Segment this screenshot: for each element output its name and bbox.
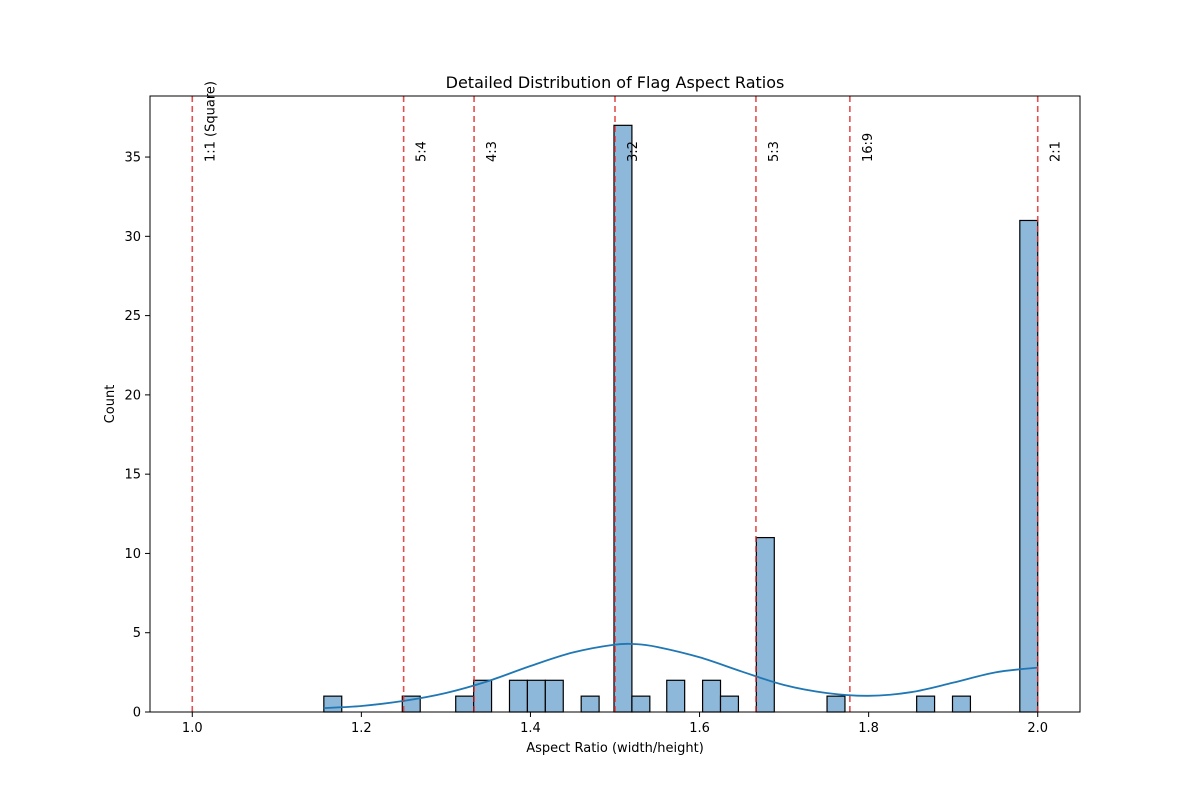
histogram-bar <box>666 679 686 713</box>
histogram-bar <box>1019 219 1039 713</box>
y-tick-label: 15 <box>124 468 141 483</box>
y-tick-label: 25 <box>124 309 141 324</box>
plot-frame <box>149 95 1081 713</box>
y-tick-label: 10 <box>124 547 141 562</box>
histogram-bar <box>826 695 846 713</box>
histogram-bar <box>631 695 651 713</box>
kde-curve <box>323 642 1038 709</box>
histogram-bar <box>719 695 740 713</box>
histogram-bar <box>544 679 564 713</box>
histogram-bar <box>323 695 343 713</box>
bars-layer <box>323 124 1039 713</box>
y-tick-label: 35 <box>124 151 141 166</box>
histogram-bar <box>526 679 546 713</box>
histogram-bar <box>580 695 600 713</box>
reference-line-label: 2:1 <box>1049 141 1064 162</box>
histogram-bar <box>755 536 775 713</box>
histogram-bar <box>508 679 529 713</box>
reference-lines-layer: 1:1 (Square) 5:4 4:3 3:2 5:3 16:9 2:1 <box>191 81 1064 712</box>
reference-line-label: 5:4 <box>415 141 430 162</box>
reference-line-label: 1:1 (Square) <box>203 81 218 162</box>
x-tick-label: 1.6 <box>689 721 710 736</box>
y-axis: 0 5 10 15 20 25 30 35 <box>124 151 150 721</box>
y-tick-label: 30 <box>124 230 141 245</box>
x-tick-label: 1.2 <box>351 721 372 736</box>
histogram-bar <box>613 124 633 713</box>
histogram-bar <box>701 679 722 713</box>
kde-layer <box>323 642 1038 709</box>
y-tick-label: 20 <box>124 388 141 403</box>
x-tick-label: 2.0 <box>1027 721 1048 736</box>
reference-line-label: 16:9 <box>861 133 876 162</box>
y-axis-title: Count <box>103 385 118 424</box>
histogram-bar <box>951 695 972 713</box>
reference-line-label: 5:3 <box>767 141 782 162</box>
x-axis: 1.0 1.2 1.4 1.6 1.8 2.0 <box>182 712 1048 736</box>
chart-title: Detailed Distribution of Flag Aspect Rat… <box>446 73 785 92</box>
x-tick-label: 1.0 <box>182 721 203 736</box>
x-tick-label: 1.4 <box>520 721 541 736</box>
y-tick-label: 0 <box>133 706 141 721</box>
histogram-bar <box>916 695 936 713</box>
y-tick-label: 5 <box>133 626 141 641</box>
reference-line-label: 3:2 <box>626 141 641 162</box>
reference-line-label: 4:3 <box>485 141 500 162</box>
histogram-bar <box>455 695 475 713</box>
x-tick-label: 1.8 <box>858 721 879 736</box>
x-axis-title: Aspect Ratio (width/height) <box>526 741 704 756</box>
